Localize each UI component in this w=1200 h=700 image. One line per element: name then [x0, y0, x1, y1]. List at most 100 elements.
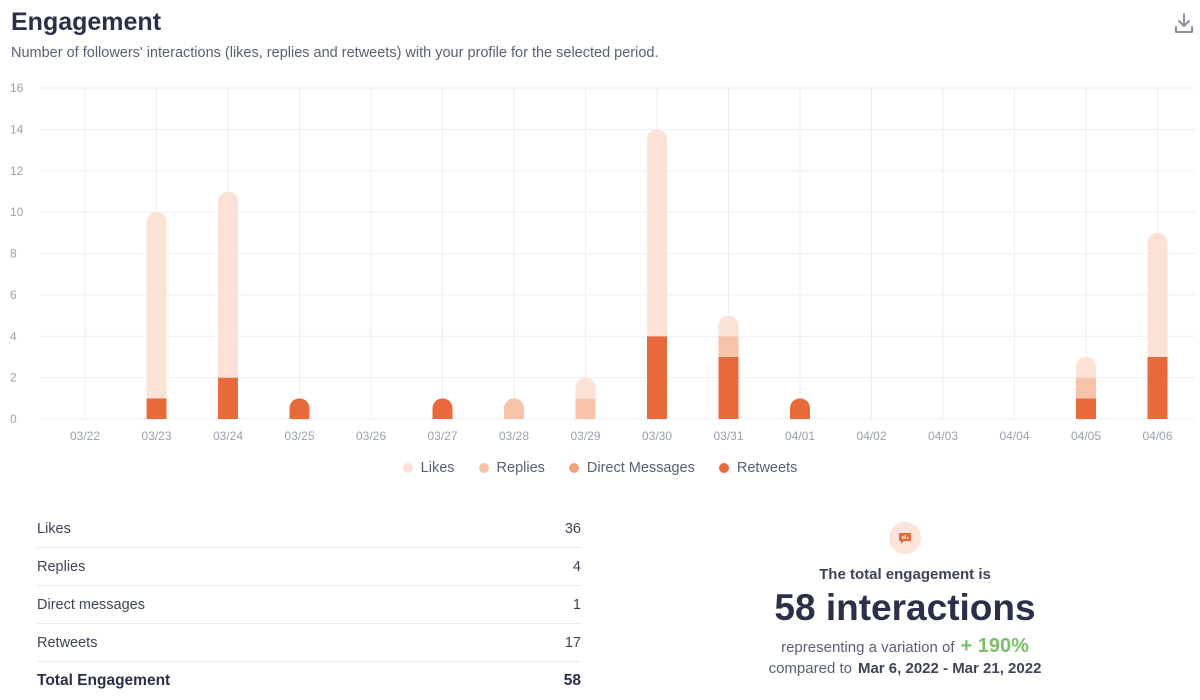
x-tick-label: 04/03 — [928, 429, 958, 443]
legend-item-likes[interactable]: Likes — [402, 460, 455, 476]
stat-label: Replies — [37, 558, 86, 575]
bar-segment-likes[interactable] — [575, 377, 596, 399]
download-icon[interactable] — [1170, 10, 1198, 38]
x-tick-label: 04/02 — [856, 429, 886, 443]
variation-percentage: + 190% — [960, 635, 1029, 657]
stat-value: 1 — [572, 596, 581, 613]
x-tick-label: 03/24 — [213, 429, 243, 443]
legend-dot-direct-messages — [568, 463, 579, 473]
legend-label: Replies — [496, 460, 545, 476]
bar-segment-replies[interactable] — [575, 398, 596, 419]
engagement-stats-table: Likes 36 Replies 4 Direct messages 1 Ret… — [37, 510, 581, 699]
x-tick-label: 03/31 — [713, 429, 743, 443]
bar-stack-03-23 — [146, 212, 167, 419]
bar-segment-retweets[interactable] — [718, 356, 739, 419]
summary-lead: The total engagement is — [819, 566, 991, 583]
legend-item-replies[interactable]: Replies — [478, 460, 545, 476]
legend-dot-likes — [402, 463, 413, 473]
bar-stack-04-01 — [790, 398, 810, 419]
page-title: Engagement — [11, 8, 162, 36]
legend-dot-replies — [478, 463, 489, 473]
x-tick-label: 03/30 — [642, 429, 672, 443]
bar-segment-retweets[interactable] — [647, 336, 667, 419]
chart-bars — [146, 129, 1168, 419]
engagement-summary: The total engagement is 58 interactions … — [705, 522, 1105, 677]
x-tick-label: 04/04 — [999, 429, 1029, 443]
bar-segment-likes[interactable] — [146, 212, 167, 399]
page-subtitle: Number of followers' interactions (likes… — [11, 45, 659, 61]
bar-stack-04-06 — [1147, 232, 1168, 419]
bar-segment-replies[interactable] — [1076, 377, 1096, 399]
legend-label: Direct Messages — [586, 460, 695, 476]
bar-segment-likes[interactable] — [218, 191, 238, 378]
stat-row-retweets: Retweets 17 — [37, 624, 581, 662]
bar-segment-retweets[interactable] — [790, 398, 810, 419]
stat-label: Total Engagement — [37, 671, 171, 689]
chart-legend: Likes Replies Direct Messages Retweets — [0, 460, 1200, 476]
stat-value: 36 — [564, 520, 581, 537]
bar-segment-likes[interactable] — [647, 129, 667, 337]
bar-segment-likes[interactable] — [718, 315, 739, 337]
bar-segment-retweets[interactable] — [432, 398, 453, 419]
bar-segment-retweets[interactable] — [146, 398, 167, 419]
bar-segment-retweets[interactable] — [218, 377, 238, 419]
stat-label: Direct messages — [37, 596, 145, 613]
compare-text: compared to — [768, 660, 852, 677]
chat-bubble-icon — [889, 522, 921, 554]
legend-item-direct-messages[interactable]: Direct Messages — [568, 460, 695, 476]
bar-stack-03-31 — [718, 315, 739, 419]
stat-value: 58 — [563, 671, 581, 689]
x-tick-label: 03/23 — [141, 429, 171, 443]
chart-grid — [40, 87, 1195, 420]
y-tick-label: 12 — [10, 164, 24, 178]
bar-segment-likes[interactable] — [1076, 356, 1096, 378]
x-tick-label: 03/27 — [427, 429, 457, 443]
summary-variation: representing a variation of + 190% — [705, 635, 1105, 658]
legend-label: Likes — [420, 460, 455, 476]
compare-range: Mar 6, 2022 - Mar 21, 2022 — [857, 660, 1042, 677]
bar-segment-replies[interactable] — [718, 336, 739, 357]
y-tick-label: 0 — [10, 412, 17, 426]
stat-value: 17 — [564, 634, 581, 651]
y-tick-label: 2 — [10, 371, 17, 385]
bar-segment-retweets[interactable] — [1076, 398, 1096, 419]
variation-text: representing a variation of — [781, 639, 955, 656]
legend-label: Retweets — [736, 460, 798, 476]
bar-stack-03-29 — [575, 377, 596, 419]
y-tick-label: 16 — [10, 81, 24, 95]
bar-stack-03-24 — [218, 191, 238, 419]
engagement-chart: 0 2 4 6 8 10 12 14 16 03/22 03/23 03/24 03/25 03/26 0… — [10, 81, 1195, 443]
y-axis: 0 2 4 6 8 10 12 14 16 — [10, 81, 24, 426]
stat-row-replies: Replies 4 — [37, 548, 581, 586]
y-tick-label: 8 — [10, 247, 17, 261]
x-tick-label: 03/29 — [570, 429, 600, 443]
x-tick-label: 04/01 — [785, 429, 815, 443]
y-tick-label: 6 — [10, 288, 17, 302]
bar-stack-03-27 — [432, 398, 453, 419]
x-tick-label: 04/05 — [1071, 429, 1101, 443]
x-tick-label: 03/25 — [284, 429, 314, 443]
x-axis: 03/22 03/23 03/24 03/25 03/26 03/27 03/28 03/29… — [70, 429, 1173, 443]
legend-item-retweets[interactable]: Retweets — [718, 460, 798, 476]
y-tick-label: 4 — [10, 329, 17, 343]
stat-row-likes: Likes 36 — [37, 510, 581, 548]
y-tick-label: 14 — [10, 122, 24, 136]
bar-segment-likes[interactable] — [1147, 232, 1168, 357]
bar-stack-04-05 — [1076, 356, 1096, 419]
stat-row-total: Total Engagement 58 — [37, 662, 581, 699]
y-tick-label: 10 — [10, 205, 24, 219]
bar-segment-retweets[interactable] — [1147, 356, 1168, 419]
stat-row-direct-messages: Direct messages 1 — [37, 586, 581, 624]
bar-stack-03-28 — [504, 398, 524, 419]
summary-compare: compared to Mar 6, 2022 - Mar 21, 2022 — [705, 660, 1105, 677]
bar-stack-03-25 — [289, 398, 310, 419]
x-tick-label: 03/22 — [70, 429, 100, 443]
summary-total-interactions: 58 interactions — [774, 587, 1036, 628]
bar-segment-replies[interactable] — [504, 398, 524, 419]
bar-segment-retweets[interactable] — [289, 398, 310, 419]
x-tick-label: 03/26 — [356, 429, 386, 443]
stat-label: Retweets — [37, 634, 98, 651]
x-tick-label: 04/06 — [1142, 429, 1172, 443]
bar-stack-03-30 — [647, 129, 667, 419]
legend-dot-retweets — [718, 463, 729, 473]
